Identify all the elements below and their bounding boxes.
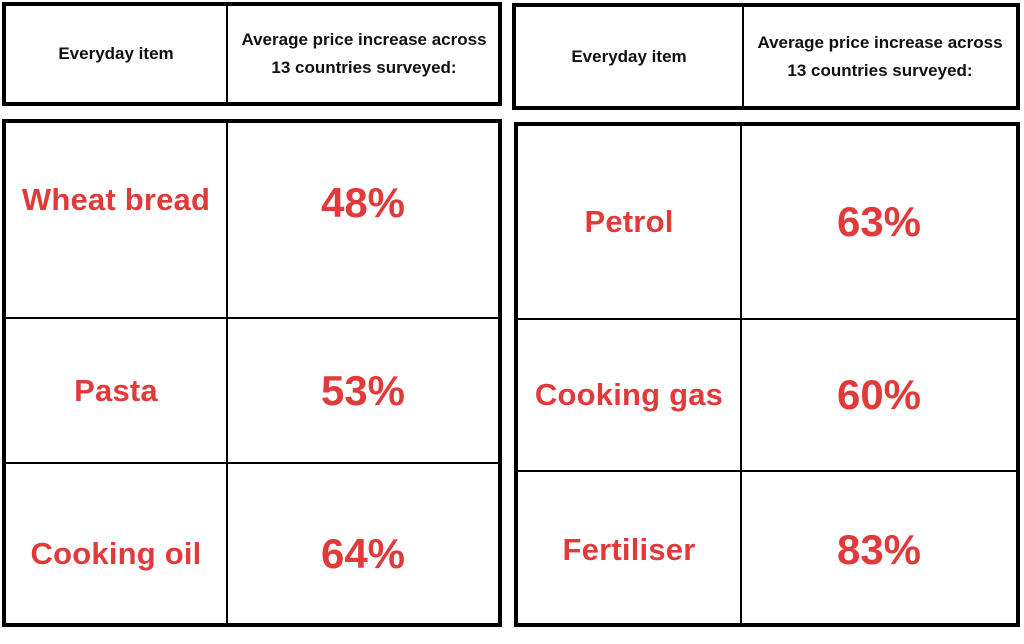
right-data-divider xyxy=(740,126,742,623)
left-row-divider-2 xyxy=(6,462,498,464)
table-cell-item: Pasta xyxy=(74,372,158,408)
table-cell-item: Fertiliser xyxy=(562,531,696,567)
table-cell-increase: 63% xyxy=(836,198,922,245)
left-header-increase: Average price increase across 13 countri… xyxy=(241,30,487,77)
right-data-box: Petrol 63% Cooking gas 60% Fertiliser 83… xyxy=(514,122,1020,627)
left-header-divider xyxy=(226,6,228,102)
table-cell-item: Cooking gas xyxy=(534,377,724,412)
table-cell-increase: 48% xyxy=(320,179,406,226)
table-cell-item: Wheat bread xyxy=(21,182,211,217)
right-header-box: Everyday item Average price increase acr… xyxy=(512,3,1020,110)
left-data-divider xyxy=(226,123,228,623)
right-header-increase: Average price increase across 13 countri… xyxy=(757,32,1003,80)
table-cell-increase: 53% xyxy=(320,366,406,414)
left-row-divider-1 xyxy=(6,317,498,319)
left-header-item: Everyday item xyxy=(58,44,174,63)
right-row-divider-1 xyxy=(518,318,1016,320)
left-data-box: Wheat bread 48% Pasta 53% Cooking oil 64… xyxy=(2,119,502,627)
right-header-divider xyxy=(742,7,744,106)
right-row-divider-2 xyxy=(518,470,1016,472)
table-cell-increase: 64% xyxy=(320,530,406,577)
table-cell-increase: 60% xyxy=(836,371,922,418)
table-cell-item: Cooking oil xyxy=(30,536,202,571)
table-cell-increase: 83% xyxy=(836,525,922,573)
table-cell-item: Petrol xyxy=(584,204,674,239)
right-header-item: Everyday item xyxy=(571,46,687,66)
left-header-box: Everyday item Average price increase acr… xyxy=(2,2,502,106)
